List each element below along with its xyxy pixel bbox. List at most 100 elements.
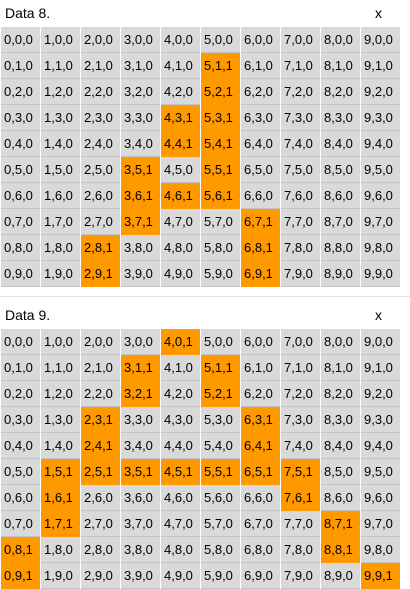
grid-cell[interactable]: 6,9,1 (241, 261, 280, 287)
grid-cell[interactable]: 3,3,0 (121, 407, 160, 433)
grid-cell[interactable]: 9,2,0 (361, 381, 400, 407)
grid-cell[interactable]: 2,4,1 (81, 433, 120, 459)
grid-cell[interactable]: 4,6,0 (161, 485, 200, 511)
grid-cell[interactable]: 4,8,0 (161, 235, 200, 261)
grid-cell[interactable]: 5,3,1 (201, 105, 240, 131)
grid-cell[interactable]: 7,9,0 (281, 261, 320, 287)
grid-cell[interactable]: 8,8,1 (321, 537, 360, 563)
grid-cell[interactable]: 0,4,0 (1, 131, 40, 157)
grid-cell[interactable]: 3,3,0 (121, 105, 160, 131)
grid-cell[interactable]: 3,0,0 (121, 329, 160, 355)
grid-cell[interactable]: 9,3,0 (361, 105, 400, 131)
grid-cell[interactable]: 1,6,0 (41, 183, 80, 209)
grid-cell[interactable]: 8,3,0 (321, 407, 360, 433)
block-title[interactable]: Data 9. (5, 307, 51, 323)
grid-cell[interactable]: 7,1,0 (281, 53, 320, 79)
grid-cell[interactable]: 2,3,0 (81, 105, 120, 131)
grid-cell[interactable]: 4,3,1 (161, 105, 200, 131)
grid-cell[interactable]: 8,9,0 (321, 563, 360, 589)
grid-cell[interactable]: 0,5,0 (1, 157, 40, 183)
grid-cell[interactable]: 0,0,0 (1, 27, 40, 53)
grid-cell[interactable]: 1,4,0 (41, 131, 80, 157)
grid-cell[interactable]: 1,3,0 (41, 105, 80, 131)
grid-cell[interactable]: 6,7,0 (241, 511, 280, 537)
grid-cell[interactable]: 0,2,0 (1, 79, 40, 105)
grid-cell[interactable]: 5,5,1 (201, 157, 240, 183)
grid-cell[interactable]: 6,3,1 (241, 407, 280, 433)
grid-cell[interactable]: 1,0,0 (41, 329, 80, 355)
grid-cell[interactable]: 8,5,0 (321, 157, 360, 183)
block-title[interactable]: Data 8. (5, 5, 51, 21)
grid-cell[interactable]: 2,5,1 (81, 459, 120, 485)
grid-cell[interactable]: 5,2,1 (201, 381, 240, 407)
grid-cell[interactable]: 5,9,0 (201, 563, 240, 589)
grid-cell[interactable]: 4,1,0 (161, 53, 200, 79)
grid-cell[interactable]: 2,5,0 (81, 157, 120, 183)
grid-cell[interactable]: 4,5,0 (161, 157, 200, 183)
grid-cell[interactable]: 1,2,0 (41, 381, 80, 407)
grid-cell[interactable]: 2,1,0 (81, 355, 120, 381)
grid-cell[interactable]: 3,9,0 (121, 261, 160, 287)
grid-cell[interactable]: 3,2,0 (121, 79, 160, 105)
grid-cell[interactable]: 4,2,0 (161, 381, 200, 407)
grid-cell[interactable]: 8,1,0 (321, 355, 360, 381)
grid-cell[interactable]: 9,0,0 (361, 329, 400, 355)
grid-cell[interactable]: 0,6,0 (1, 183, 40, 209)
grid-cell[interactable]: 8,0,0 (321, 27, 360, 53)
grid-cell[interactable]: 3,9,0 (121, 563, 160, 589)
grid-cell[interactable]: 7,5,0 (281, 157, 320, 183)
grid-cell[interactable]: 9,1,0 (361, 53, 400, 79)
grid-cell[interactable]: 2,0,0 (81, 329, 120, 355)
grid-cell[interactable]: 2,7,0 (81, 511, 120, 537)
grid-cell[interactable]: 9,4,0 (361, 433, 400, 459)
grid-cell[interactable]: 9,3,0 (361, 407, 400, 433)
grid-cell[interactable]: 3,5,1 (121, 459, 160, 485)
grid-cell[interactable]: 8,2,0 (321, 381, 360, 407)
grid-cell[interactable]: 9,7,0 (361, 511, 400, 537)
grid-cell[interactable]: 7,8,0 (281, 235, 320, 261)
grid-cell[interactable]: 8,7,1 (321, 511, 360, 537)
grid-cell[interactable]: 6,6,0 (241, 485, 280, 511)
grid-cell[interactable]: 5,9,0 (201, 261, 240, 287)
grid-cell[interactable]: 8,4,0 (321, 131, 360, 157)
grid-cell[interactable]: 4,7,0 (161, 209, 200, 235)
grid-cell[interactable]: 6,2,0 (241, 381, 280, 407)
grid-cell[interactable]: 1,8,0 (41, 537, 80, 563)
grid-cell[interactable]: 4,8,0 (161, 537, 200, 563)
grid-cell[interactable]: 1,1,0 (41, 355, 80, 381)
grid-cell[interactable]: 4,7,0 (161, 511, 200, 537)
grid-cell[interactable]: 1,8,0 (41, 235, 80, 261)
grid-cell[interactable]: 4,3,0 (161, 407, 200, 433)
grid-cell[interactable]: 7,6,0 (281, 183, 320, 209)
grid-cell[interactable]: 5,8,0 (201, 235, 240, 261)
grid-cell[interactable]: 0,2,0 (1, 381, 40, 407)
grid-cell[interactable]: 3,1,0 (121, 53, 160, 79)
grid-cell[interactable]: 7,5,1 (281, 459, 320, 485)
grid-cell[interactable]: 2,6,0 (81, 183, 120, 209)
grid-cell[interactable]: 8,0,0 (321, 329, 360, 355)
grid-cell[interactable]: 7,3,0 (281, 407, 320, 433)
grid-cell[interactable]: 1,0,0 (41, 27, 80, 53)
grid-cell[interactable]: 2,0,0 (81, 27, 120, 53)
grid-cell[interactable]: 2,1,0 (81, 53, 120, 79)
grid-cell[interactable]: 2,9,1 (81, 261, 120, 287)
grid-cell[interactable]: 3,4,0 (121, 131, 160, 157)
x-axis-label[interactable]: x (375, 5, 382, 21)
grid-cell[interactable]: 7,8,0 (281, 537, 320, 563)
grid-cell[interactable]: 8,1,0 (321, 53, 360, 79)
grid-cell[interactable]: 2,6,0 (81, 485, 120, 511)
grid-cell[interactable]: 1,6,1 (41, 485, 80, 511)
grid-cell[interactable]: 0,1,0 (1, 355, 40, 381)
grid-cell[interactable]: 2,2,0 (81, 79, 120, 105)
grid-cell[interactable]: 4,9,0 (161, 563, 200, 589)
grid-cell[interactable]: 7,4,0 (281, 131, 320, 157)
grid-cell[interactable]: 6,9,0 (241, 563, 280, 589)
grid-cell[interactable]: 4,0,1 (161, 329, 200, 355)
grid-cell[interactable]: 1,7,0 (41, 209, 80, 235)
grid-cell[interactable]: 6,0,0 (241, 329, 280, 355)
grid-cell[interactable]: 1,9,0 (41, 261, 80, 287)
grid-cell[interactable]: 1,5,1 (41, 459, 80, 485)
grid-cell[interactable]: 5,5,1 (201, 459, 240, 485)
grid-cell[interactable]: 8,9,0 (321, 261, 360, 287)
grid-cell[interactable]: 5,4,1 (201, 131, 240, 157)
